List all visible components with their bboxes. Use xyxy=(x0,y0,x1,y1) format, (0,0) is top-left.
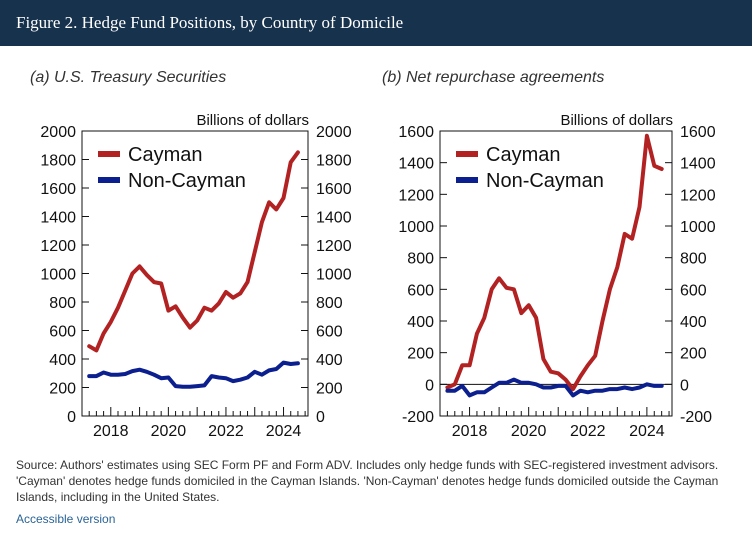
panel-a-xtick-label: 2024 xyxy=(266,423,302,440)
panel-a-unit-label: Billions of dollars xyxy=(196,112,309,129)
panel-a-ytick-label-left: 200 xyxy=(49,381,76,398)
panel-b-ytick-label-left: 0 xyxy=(425,377,434,394)
panel-a-ytick-label-left: 600 xyxy=(49,324,76,341)
panel-a-xtick-label: 2022 xyxy=(208,423,244,440)
panel-b-ytick-label-right: 600 xyxy=(680,282,707,299)
panel-b-xtick-label: 2018 xyxy=(452,423,488,440)
panel-b-ytick-label-left: 1000 xyxy=(398,219,434,236)
panel-a-ytick-label-left: 1800 xyxy=(40,153,76,170)
panel-a-xtick-label: 2018 xyxy=(93,423,129,440)
figure-title: Figure 2. Hedge Fund Positions, by Count… xyxy=(16,13,404,32)
panel-a-xtick-label: 2020 xyxy=(151,423,187,440)
panel-b-ytick-label-right: 1200 xyxy=(680,187,716,204)
panel-a-ytick-label-left: 1400 xyxy=(40,210,76,227)
panel-b-ytick-label-left: 1400 xyxy=(398,156,434,173)
panel-a-ytick-label-left: 1200 xyxy=(40,238,76,255)
panel-b-subtitle: (b) Net repurchase agreements xyxy=(382,69,604,86)
figure-header: Figure 2. Hedge Fund Positions, by Count… xyxy=(0,0,752,46)
panel-a-ytick-label-left: 400 xyxy=(49,352,76,369)
panel-b-ytick-label-left: 600 xyxy=(407,282,434,299)
panel-b-ytick-label-right: 1400 xyxy=(680,156,716,173)
panel-b-ytick-label-left: 1200 xyxy=(398,187,434,204)
panel-a-ytick-label-left: 1000 xyxy=(40,267,76,284)
panel-b-ytick-label-left: 200 xyxy=(407,346,434,363)
panel-b-unit-label: Billions of dollars xyxy=(560,112,673,129)
charts-area: (a) U.S. Treasury Securities (b) Net rep… xyxy=(30,69,716,440)
panel-a-ytick-label-right: 1800 xyxy=(316,153,352,170)
panel-b-chart: -200 -200 0 0 200 200 400 400 600 600 800 800 1000 10… xyxy=(398,112,715,440)
panel-b-series-non-cayman-line xyxy=(445,377,664,398)
panel-a-ytick-label-right: 1400 xyxy=(316,210,352,227)
panel-a-legend-label-cayman: Cayman xyxy=(128,144,202,166)
panel-a-series-cayman-line xyxy=(87,150,300,353)
figure-footer: Source: Authors' estimates using SEC For… xyxy=(16,457,736,505)
panel-b-ytick-label-right: 400 xyxy=(680,314,707,331)
panel-b-plot-frame xyxy=(439,130,673,417)
panel-b-legend-label-cayman: Cayman xyxy=(486,144,560,166)
source-note: Source: Authors' estimates using SEC For… xyxy=(16,458,719,504)
panel-b-ytick-label-right: 1600 xyxy=(680,124,716,141)
panel-b-ytick-label-left: -200 xyxy=(402,409,434,426)
panel-a-series-non-cayman-line xyxy=(87,360,300,389)
panel-b-xtick-label: 2024 xyxy=(629,423,665,440)
panel-a-ytick-label-right: 0 xyxy=(316,409,325,426)
panel-a-ytick-label-left: 2000 xyxy=(40,124,76,141)
panel-b-ytick-label-right: 1000 xyxy=(680,219,716,236)
accessible-version-link[interactable]: Accessible version xyxy=(16,512,116,526)
panel-b-ytick-label-left: 400 xyxy=(407,314,434,331)
panel-a-ytick-label-left: 0 xyxy=(67,409,76,426)
panel-a-ytick-label-right: 1600 xyxy=(316,181,352,198)
panel-a-subtitle: (a) U.S. Treasury Securities xyxy=(30,69,226,86)
panel-a-chart: 0 0 200 200 400 400 600 600 800 800 1000 1000 1200 12… xyxy=(40,112,351,440)
panel-b-ytick-label-left: 800 xyxy=(407,251,434,268)
panel-a-ytick-label-right: 1000 xyxy=(316,267,352,284)
panel-a-legend-label-non-cayman: Non-Cayman xyxy=(128,170,246,192)
panel-a-ytick-label-right: 2000 xyxy=(316,124,352,141)
panel-b-ytick-label-right: 0 xyxy=(680,377,689,394)
panel-b-ytick-label-right: 800 xyxy=(680,251,707,268)
panel-a-ytick-label-right: 1200 xyxy=(316,238,352,255)
panel-a-ytick-label-right: 400 xyxy=(316,352,343,369)
panel-a-ytick-label-left: 800 xyxy=(49,295,76,312)
panel-b-ytick-label-right: -200 xyxy=(680,409,712,426)
panel-b-ytick-label-left: 1600 xyxy=(398,124,434,141)
panel-a-ytick-label-right: 800 xyxy=(316,295,343,312)
panel-b-ytick-label-right: 200 xyxy=(680,346,707,363)
panel-b-xtick-label: 2020 xyxy=(511,423,547,440)
panel-b-legend-label-non-cayman: Non-Cayman xyxy=(486,170,604,192)
panel-a-ytick-label-right: 200 xyxy=(316,381,343,398)
panel-b-series-cayman-line xyxy=(445,133,664,392)
panel-b-xtick-label: 2022 xyxy=(570,423,606,440)
panel-a-ytick-label-left: 1600 xyxy=(40,181,76,198)
panel-a-ytick-label-right: 600 xyxy=(316,324,343,341)
